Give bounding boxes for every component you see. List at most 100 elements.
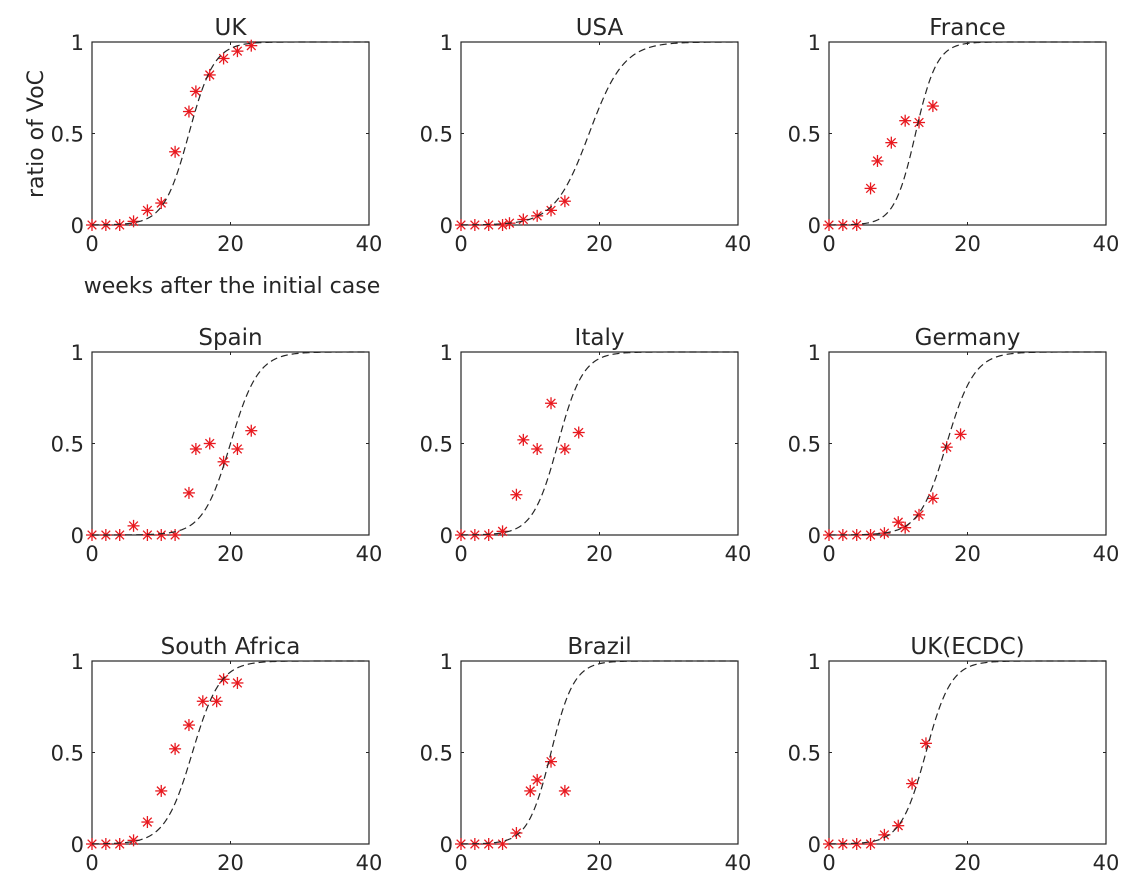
data-point (572, 426, 585, 439)
x-tick-label: 0 (822, 851, 835, 875)
x-tick-label: 0 (822, 232, 835, 256)
data-point (169, 529, 182, 541)
data-point (545, 755, 558, 768)
data-point (203, 437, 216, 450)
x-tick-label: 40 (725, 851, 752, 875)
data-point (210, 695, 223, 708)
fitted-curve (828, 660, 1106, 845)
axes-box (460, 351, 739, 536)
y-tick-label: 0.5 (788, 742, 821, 766)
y-tick-label: 0.5 (420, 742, 453, 766)
data-point (217, 52, 230, 65)
subplot-title: UK (215, 15, 248, 41)
y-tick-label: 1 (808, 31, 821, 55)
y-tick-label: 1 (808, 341, 821, 365)
data-point (954, 428, 967, 441)
fitted-curve (460, 660, 738, 845)
y-axis-label: ratio of VoC (24, 70, 49, 198)
x-tick-label: 40 (356, 232, 383, 256)
x-tick-label: 20 (954, 232, 981, 256)
y-tick-label: 0 (808, 833, 821, 857)
y-tick-label: 0.5 (788, 433, 821, 457)
data-point (510, 827, 523, 840)
axes-box (460, 660, 739, 845)
data-point (913, 116, 926, 129)
data-point (517, 433, 530, 446)
y-tick-label: 0.5 (51, 433, 84, 457)
x-tick-label: 0 (85, 851, 98, 875)
data-point (871, 154, 884, 167)
y-tick-label: 1 (440, 341, 453, 365)
fitted-curve (828, 41, 1106, 226)
y-tick-label: 0 (71, 214, 84, 238)
subplot-germany: Germany 0 20 40 0 0.5 1 (788, 325, 1120, 566)
data-point (155, 197, 168, 210)
subplot-south-africa: South Africa 0 20 40 0 0.5 1 (51, 634, 383, 875)
fitted-curve (460, 351, 738, 536)
axes-box (828, 351, 1107, 536)
data-point (127, 519, 140, 532)
x-tick-label: 20 (217, 851, 244, 875)
data-point (823, 838, 835, 850)
y-tick-label: 0 (440, 214, 453, 238)
x-tick-label: 40 (356, 542, 383, 566)
data-point (231, 45, 244, 58)
axes-box (91, 41, 370, 226)
y-tick-label: 1 (808, 650, 821, 674)
x-tick-label: 20 (217, 542, 244, 566)
y-tick-label: 0.5 (51, 123, 84, 147)
data-point (189, 85, 202, 98)
data-point (531, 442, 544, 455)
y-tick-label: 1 (71, 650, 84, 674)
x-tick-label: 20 (954, 851, 981, 875)
data-point (885, 136, 898, 149)
data-point (558, 442, 571, 455)
axes-box (828, 660, 1107, 845)
y-tick-label: 0 (808, 214, 821, 238)
data-point (245, 39, 258, 52)
data-point (231, 676, 244, 689)
data-point (155, 784, 168, 797)
data-point (182, 719, 195, 732)
x-tick-label: 40 (725, 542, 752, 566)
x-tick-label: 0 (822, 542, 835, 566)
data-point (169, 742, 182, 755)
subplot-grid: UK 0 20 40 0 0.5 1 USA 0 20 40 0 0.5 1 France 0 20 40 0 0.5… (51, 15, 1120, 875)
data-point (496, 525, 509, 538)
x-tick-label: 20 (954, 542, 981, 566)
axes-box (460, 41, 739, 226)
data-point (545, 397, 558, 410)
y-tick-label: 0 (71, 833, 84, 857)
data-point (113, 838, 126, 850)
axes-box (91, 660, 370, 845)
data-point (182, 486, 195, 499)
subplot-title: USA (576, 15, 624, 41)
y-tick-label: 1 (440, 31, 453, 55)
data-point (510, 488, 523, 501)
data-point (127, 215, 140, 228)
data-point (558, 195, 571, 208)
data-point (182, 105, 195, 118)
subplot-italy: Italy 0 20 40 0 0.5 1 (420, 325, 752, 566)
data-point (196, 695, 209, 708)
subplot-uk-ecdc-: UK(ECDC) 0 20 40 0 0.5 1 (788, 634, 1120, 875)
subplot-uk: UK 0 20 40 0 0.5 1 (51, 15, 383, 256)
y-tick-label: 0 (71, 524, 84, 548)
x-tick-label: 20 (586, 232, 613, 256)
x-axis-label: weeks after the initial case (84, 274, 380, 299)
data-point (899, 114, 912, 127)
subplot-france: France 0 20 40 0 0.5 1 (788, 15, 1120, 256)
x-tick-label: 40 (725, 232, 752, 256)
subplot-title: Germany (915, 325, 1021, 351)
data-point (926, 492, 939, 505)
data-point (531, 773, 544, 786)
x-tick-label: 0 (454, 542, 467, 566)
y-tick-label: 0.5 (788, 123, 821, 147)
data-point (926, 100, 939, 113)
y-tick-label: 1 (71, 31, 84, 55)
data-point (906, 777, 919, 790)
x-tick-label: 0 (454, 851, 467, 875)
data-point (482, 529, 495, 541)
data-point (141, 204, 154, 217)
